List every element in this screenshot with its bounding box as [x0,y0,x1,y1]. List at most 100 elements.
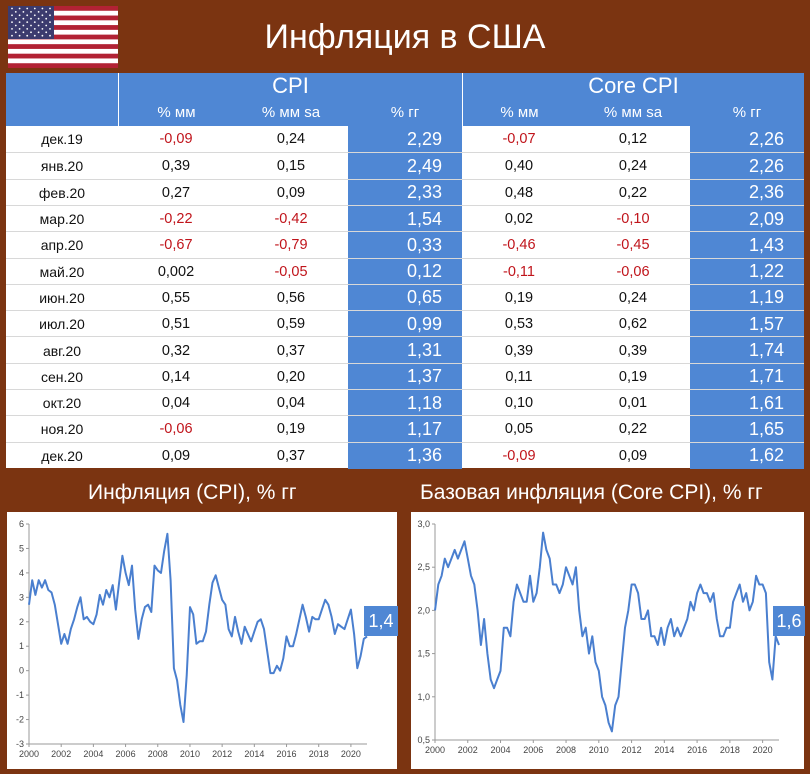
cell-core-mm-sa: 0,62 [618,316,648,333]
cell-core-mm: 0,02 [504,211,534,228]
x-tick-label: 2012 [212,749,232,759]
cell-cpi-mm: 0,04 [161,395,191,412]
table-row: дек.19 -0,09 0,24 2,29 -0,07 0,12 2,26 [6,126,804,153]
table-row: май.20 0,002 -0,05 0,12 -0,11 -0,06 1,22 [6,257,804,285]
row-label: фев.20 [38,184,86,201]
cell-core-mm-sa: 0,09 [618,447,648,464]
cpi-latest-value-badge: 1,4 [364,606,398,636]
cell-cpi-mm: -0,09 [159,131,193,148]
cell-cpi-mm-sa: 0,37 [276,342,306,359]
col-core-yy: % гг [690,99,804,126]
cell-core-yy: 1,61 [690,390,804,417]
x-tick-label: 2016 [687,745,707,755]
y-tick-label: 1 [19,641,24,651]
cell-cpi-mm-sa: -0,05 [274,263,308,280]
row-label: дек.20 [41,447,83,464]
cell-cpi-mm: 0,55 [161,289,191,306]
table-row: янв.20 0,39 0,15 2,49 0,40 0,24 2,26 [6,152,804,180]
x-tick-label: 2004 [491,745,511,755]
y-tick-label: 2,0 [417,605,430,615]
cell-core-mm-sa: 0,22 [618,421,648,438]
cell-cpi-yy: 2,29 [348,126,462,153]
cell-core-mm: 0,40 [504,158,534,175]
cell-cpi-yy: 1,17 [348,416,462,443]
cell-cpi-mm: 0,002 [157,263,195,280]
cell-cpi-mm-sa: 0,20 [276,368,306,385]
cell-core-yy: 1,65 [690,416,804,443]
cell-cpi-mm-sa: 0,19 [276,421,306,438]
table-row: фев.20 0,27 0,09 2,33 0,48 0,22 2,36 [6,178,804,206]
cell-cpi-mm: -0,22 [159,211,193,228]
cell-cpi-yy: 1,36 [348,442,462,469]
table-row: окт.20 0,04 0,04 1,18 0,10 0,01 1,61 [6,389,804,417]
y-tick-label: 6 [19,519,24,529]
corner-cell [6,99,118,126]
row-label: окт.20 [42,395,82,412]
core-chart-title: Базовая инфляция (Core CPI), % гг [420,481,763,504]
row-label: ноя.20 [40,421,84,438]
cell-core-mm-sa: -0,45 [616,237,650,254]
x-tick-label: 2004 [83,749,103,759]
cell-cpi-yy: 1,31 [348,337,462,364]
row-label: апр.20 [40,237,84,254]
x-tick-label: 2016 [277,749,297,759]
x-tick-label: 2014 [654,745,674,755]
x-tick-label: 2014 [244,749,264,759]
y-tick-label: 2,5 [417,562,430,572]
cpi-line-chart: -3 -2 -1 0 1 2 3 4 5 6 2000 2002 2004 2006 2008 2010 201… [16,519,368,759]
cell-cpi-mm-sa: 0,04 [276,395,306,412]
cell-cpi-mm-sa: 0,37 [276,447,306,464]
cell-cpi-mm-sa: 0,15 [276,158,306,175]
x-tick-label: 2018 [720,745,740,755]
y-tick-label: -1 [16,690,24,700]
cell-cpi-yy: 1,18 [348,390,462,417]
x-tick-label: 2000 [425,745,445,755]
row-label: дек.19 [41,131,83,148]
corner-cell [6,73,118,99]
col-cpi-mm-sa: % мм sa [234,99,348,126]
y-tick-label: 5 [19,543,24,553]
cell-core-mm: 0,53 [504,316,534,333]
col-core-mm-sa: % мм sa [576,99,690,126]
x-tick-label: 2008 [556,745,576,755]
cell-core-mm: -0,11 [503,263,535,280]
y-tick-label: 1,5 [417,649,430,659]
y-tick-label: -2 [16,715,24,725]
x-tick-label: 2000 [19,749,39,759]
cell-core-mm: 0,05 [504,421,534,438]
page-title: Инфляция в США [264,18,546,56]
x-tick-label: 2010 [589,745,609,755]
cell-core-yy: 1,62 [690,442,804,469]
cell-core-mm: 0,19 [504,289,534,306]
cell-core-mm: 0,48 [504,184,534,201]
cell-core-yy: 2,26 [690,153,804,180]
cell-core-mm: 0,11 [505,368,533,385]
cell-cpi-mm: 0,14 [161,368,191,385]
cell-core-mm-sa: 0,24 [618,289,648,306]
cell-cpi-mm: -0,67 [159,237,193,254]
cell-core-mm: -0,46 [502,237,536,254]
cell-cpi-yy: 1,54 [348,205,462,233]
table-row: сен.20 0,14 0,20 1,37 0,11 0,19 1,71 [6,362,804,390]
table-group-header: CPI Core CPI [6,73,804,99]
x-tick-label: 2006 [523,745,543,755]
inflation-table: CPI Core CPI % мм % мм sa % гг % мм % мм… [6,73,804,469]
row-label: июн.20 [39,289,85,306]
cell-core-mm: -0,07 [502,131,536,148]
cell-core-mm-sa: 0,22 [618,184,648,201]
table-row: июл.20 0,51 0,59 0,99 0,53 0,62 1,57 [6,310,804,338]
y-tick-label: 0,5 [417,735,430,745]
cell-core-yy: 1,57 [690,311,804,338]
cell-core-yy: 2,09 [690,205,804,233]
x-tick-label: 2002 [458,745,478,755]
cell-cpi-mm-sa: 0,24 [276,131,306,148]
cell-core-mm-sa: -0,10 [616,211,650,228]
table-column-header: % мм % мм sa % гг % мм % мм sa % гг [6,99,804,126]
table-row: июн.20 0,55 0,56 0,65 0,19 0,24 1,19 [6,283,804,312]
row-label: май.20 [39,263,85,280]
cell-cpi-mm: 0,27 [161,184,191,201]
core-latest-value-badge: 1,6 [773,606,805,636]
cell-cpi-mm-sa: -0,42 [274,211,308,228]
y-tick-label: 2 [19,617,24,627]
table-row: апр.20 -0,67 -0,79 0,33 -0,46 -0,45 1,43 [6,231,804,259]
